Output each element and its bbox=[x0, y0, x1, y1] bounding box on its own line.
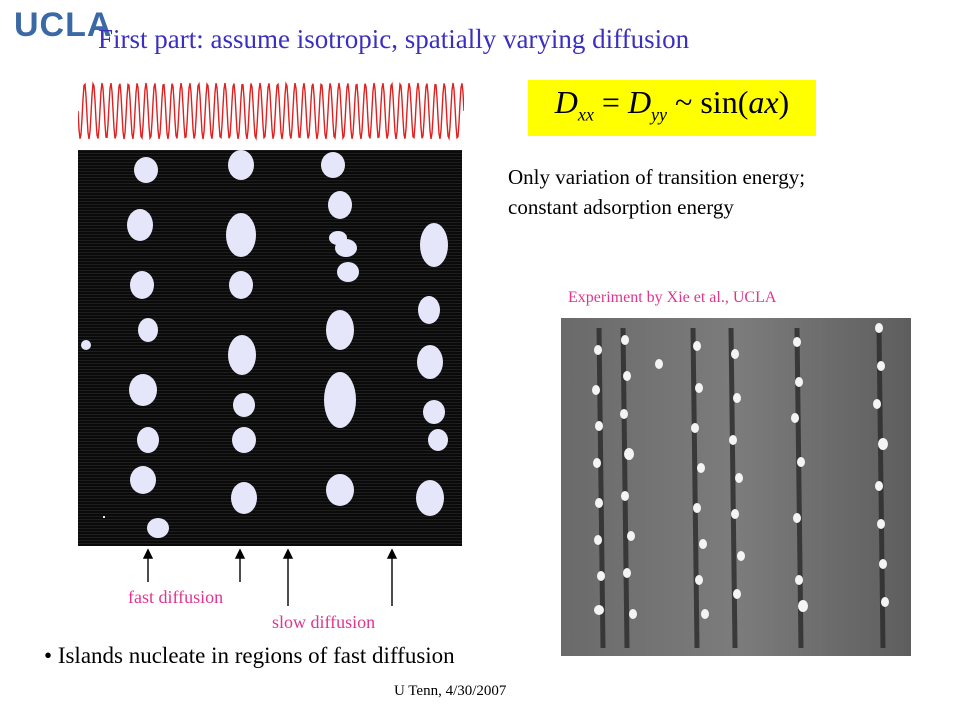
formula-close-paren: ) bbox=[778, 84, 790, 120]
formula-equals: = bbox=[601, 84, 620, 120]
experiment-image bbox=[561, 318, 911, 656]
slide-title: First part: assume isotropic, spatially … bbox=[98, 24, 690, 54]
formula-subscript-xx: xx bbox=[577, 104, 594, 125]
formula-sin: sin( bbox=[700, 84, 749, 120]
slide-footer: U Tenn, 4/30/2007 bbox=[394, 683, 507, 699]
formula-highlight bbox=[528, 80, 816, 136]
up-arrow-icon bbox=[282, 548, 294, 606]
energy-note-line-2: constant adsorption energy bbox=[508, 195, 734, 219]
bullet-text: Islands nucleate in regions of fast diff… bbox=[57, 643, 455, 668]
diffusion-sine-wave bbox=[78, 81, 464, 141]
formula-d-symbol-2: D bbox=[627, 84, 652, 120]
up-arrow-icon bbox=[142, 548, 154, 582]
bullet-point: • Islands nucleate in regions of fast di… bbox=[44, 643, 455, 668]
fast-diffusion-label: fast diffusion bbox=[128, 587, 224, 607]
ucla-logo: UCLA bbox=[14, 6, 113, 44]
energy-note-line-1: Only variation of transition energy; bbox=[508, 165, 806, 189]
experiment-caption: Experiment by Xie et al., UCLA bbox=[568, 289, 777, 306]
energy-note: Only variation of transition energy; con… bbox=[508, 162, 928, 222]
slow-diffusion-label: slow diffusion bbox=[272, 612, 376, 632]
formula-d-symbol: D bbox=[554, 84, 578, 120]
diffusion-formula: Dxx = Dyy ~ sin(ax) bbox=[528, 84, 816, 125]
diffusion-arrows bbox=[142, 548, 398, 606]
formula-argument: ax bbox=[748, 84, 779, 120]
formula-subscript-yy: yy bbox=[651, 104, 668, 125]
simulation-image bbox=[78, 150, 462, 546]
formula-tilde: ~ bbox=[675, 84, 693, 120]
up-arrow-icon bbox=[386, 548, 398, 606]
up-arrow-icon bbox=[234, 548, 246, 582]
